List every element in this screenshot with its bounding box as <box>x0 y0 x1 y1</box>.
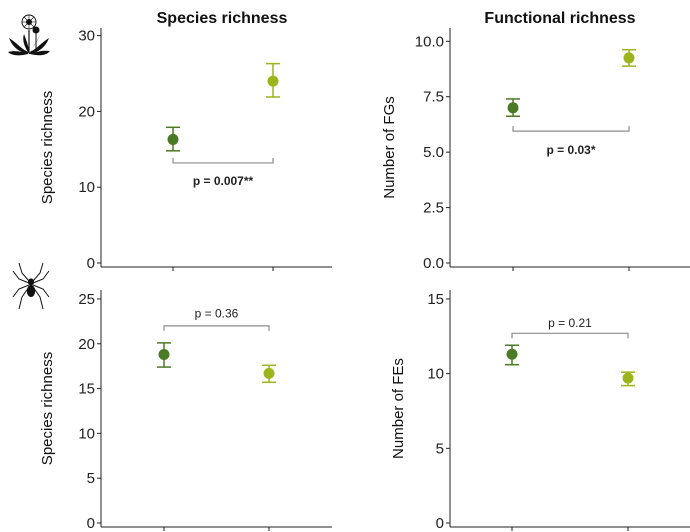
dandelion-plant-icon <box>8 14 50 56</box>
p-value-label: p = 0.007** <box>193 174 254 188</box>
y-tick-label: 0 <box>87 255 95 272</box>
significance-bracket <box>512 126 630 132</box>
data-point <box>267 75 279 87</box>
y-tick-label: 15 <box>427 291 444 308</box>
y-axis-label: Number of FEs <box>390 358 407 459</box>
panel-bottom-left: 0 5 10 15 20 25 Species richness p = 0.36 <box>39 290 332 532</box>
panel-bottom-right: 0 5 10 15 Number of FEs p = 0.21 <box>390 290 690 532</box>
y-tick-label: 30 <box>78 28 95 45</box>
y-tick-label: 5.0 <box>423 144 444 161</box>
y-tick-label: 0 <box>87 515 95 532</box>
data-point <box>263 367 275 379</box>
y-tick-label: 7.5 <box>423 89 444 106</box>
spider-icon <box>12 262 50 310</box>
significance-bracket <box>163 325 270 331</box>
y-tick-label: 0 <box>436 515 444 532</box>
data-point <box>506 348 518 360</box>
y-tick-label: 20 <box>78 336 95 353</box>
y-tick-label: 15 <box>78 381 95 398</box>
y-tick-label: 5 <box>436 440 444 457</box>
y-tick-label: 10 <box>78 425 95 442</box>
y-tick-label: 2.5 <box>423 200 444 217</box>
y-tick-label: 10 <box>78 179 95 196</box>
y-tick-label: 0.0 <box>423 255 444 272</box>
y-tick-label: 10 <box>427 366 444 383</box>
p-value-label: p = 0.03* <box>546 143 595 157</box>
data-point <box>623 52 635 64</box>
panel-top-right: 0.0 2.5 5.0 7.5 10.0 Number of FGs p = 0.03* <box>381 28 690 272</box>
p-value-label: p = 0.36 <box>195 306 239 320</box>
significance-bracket <box>511 332 629 339</box>
p-value-label: p = 0.21 <box>548 316 592 330</box>
data-point <box>167 133 179 145</box>
y-axis-label: Species richness <box>39 352 56 465</box>
data-point <box>507 102 519 114</box>
y-tick-label: 20 <box>78 103 95 120</box>
column-title-species-richness: Species richness <box>157 10 288 27</box>
y-axis-label: Species richness <box>39 91 56 204</box>
column-title-functional-richness: Functional richness <box>484 10 635 27</box>
significance-bracket <box>172 157 274 164</box>
y-tick-label: 25 <box>78 291 95 308</box>
y-tick-label: 5 <box>87 470 95 487</box>
data-point <box>158 349 170 361</box>
panel-top-left: 0 10 20 30 Species richness p = 0.007** <box>39 28 332 272</box>
y-tick-label: 10.0 <box>415 33 444 50</box>
y-axis-label: Number of FGs <box>381 96 398 199</box>
data-point <box>622 372 634 384</box>
